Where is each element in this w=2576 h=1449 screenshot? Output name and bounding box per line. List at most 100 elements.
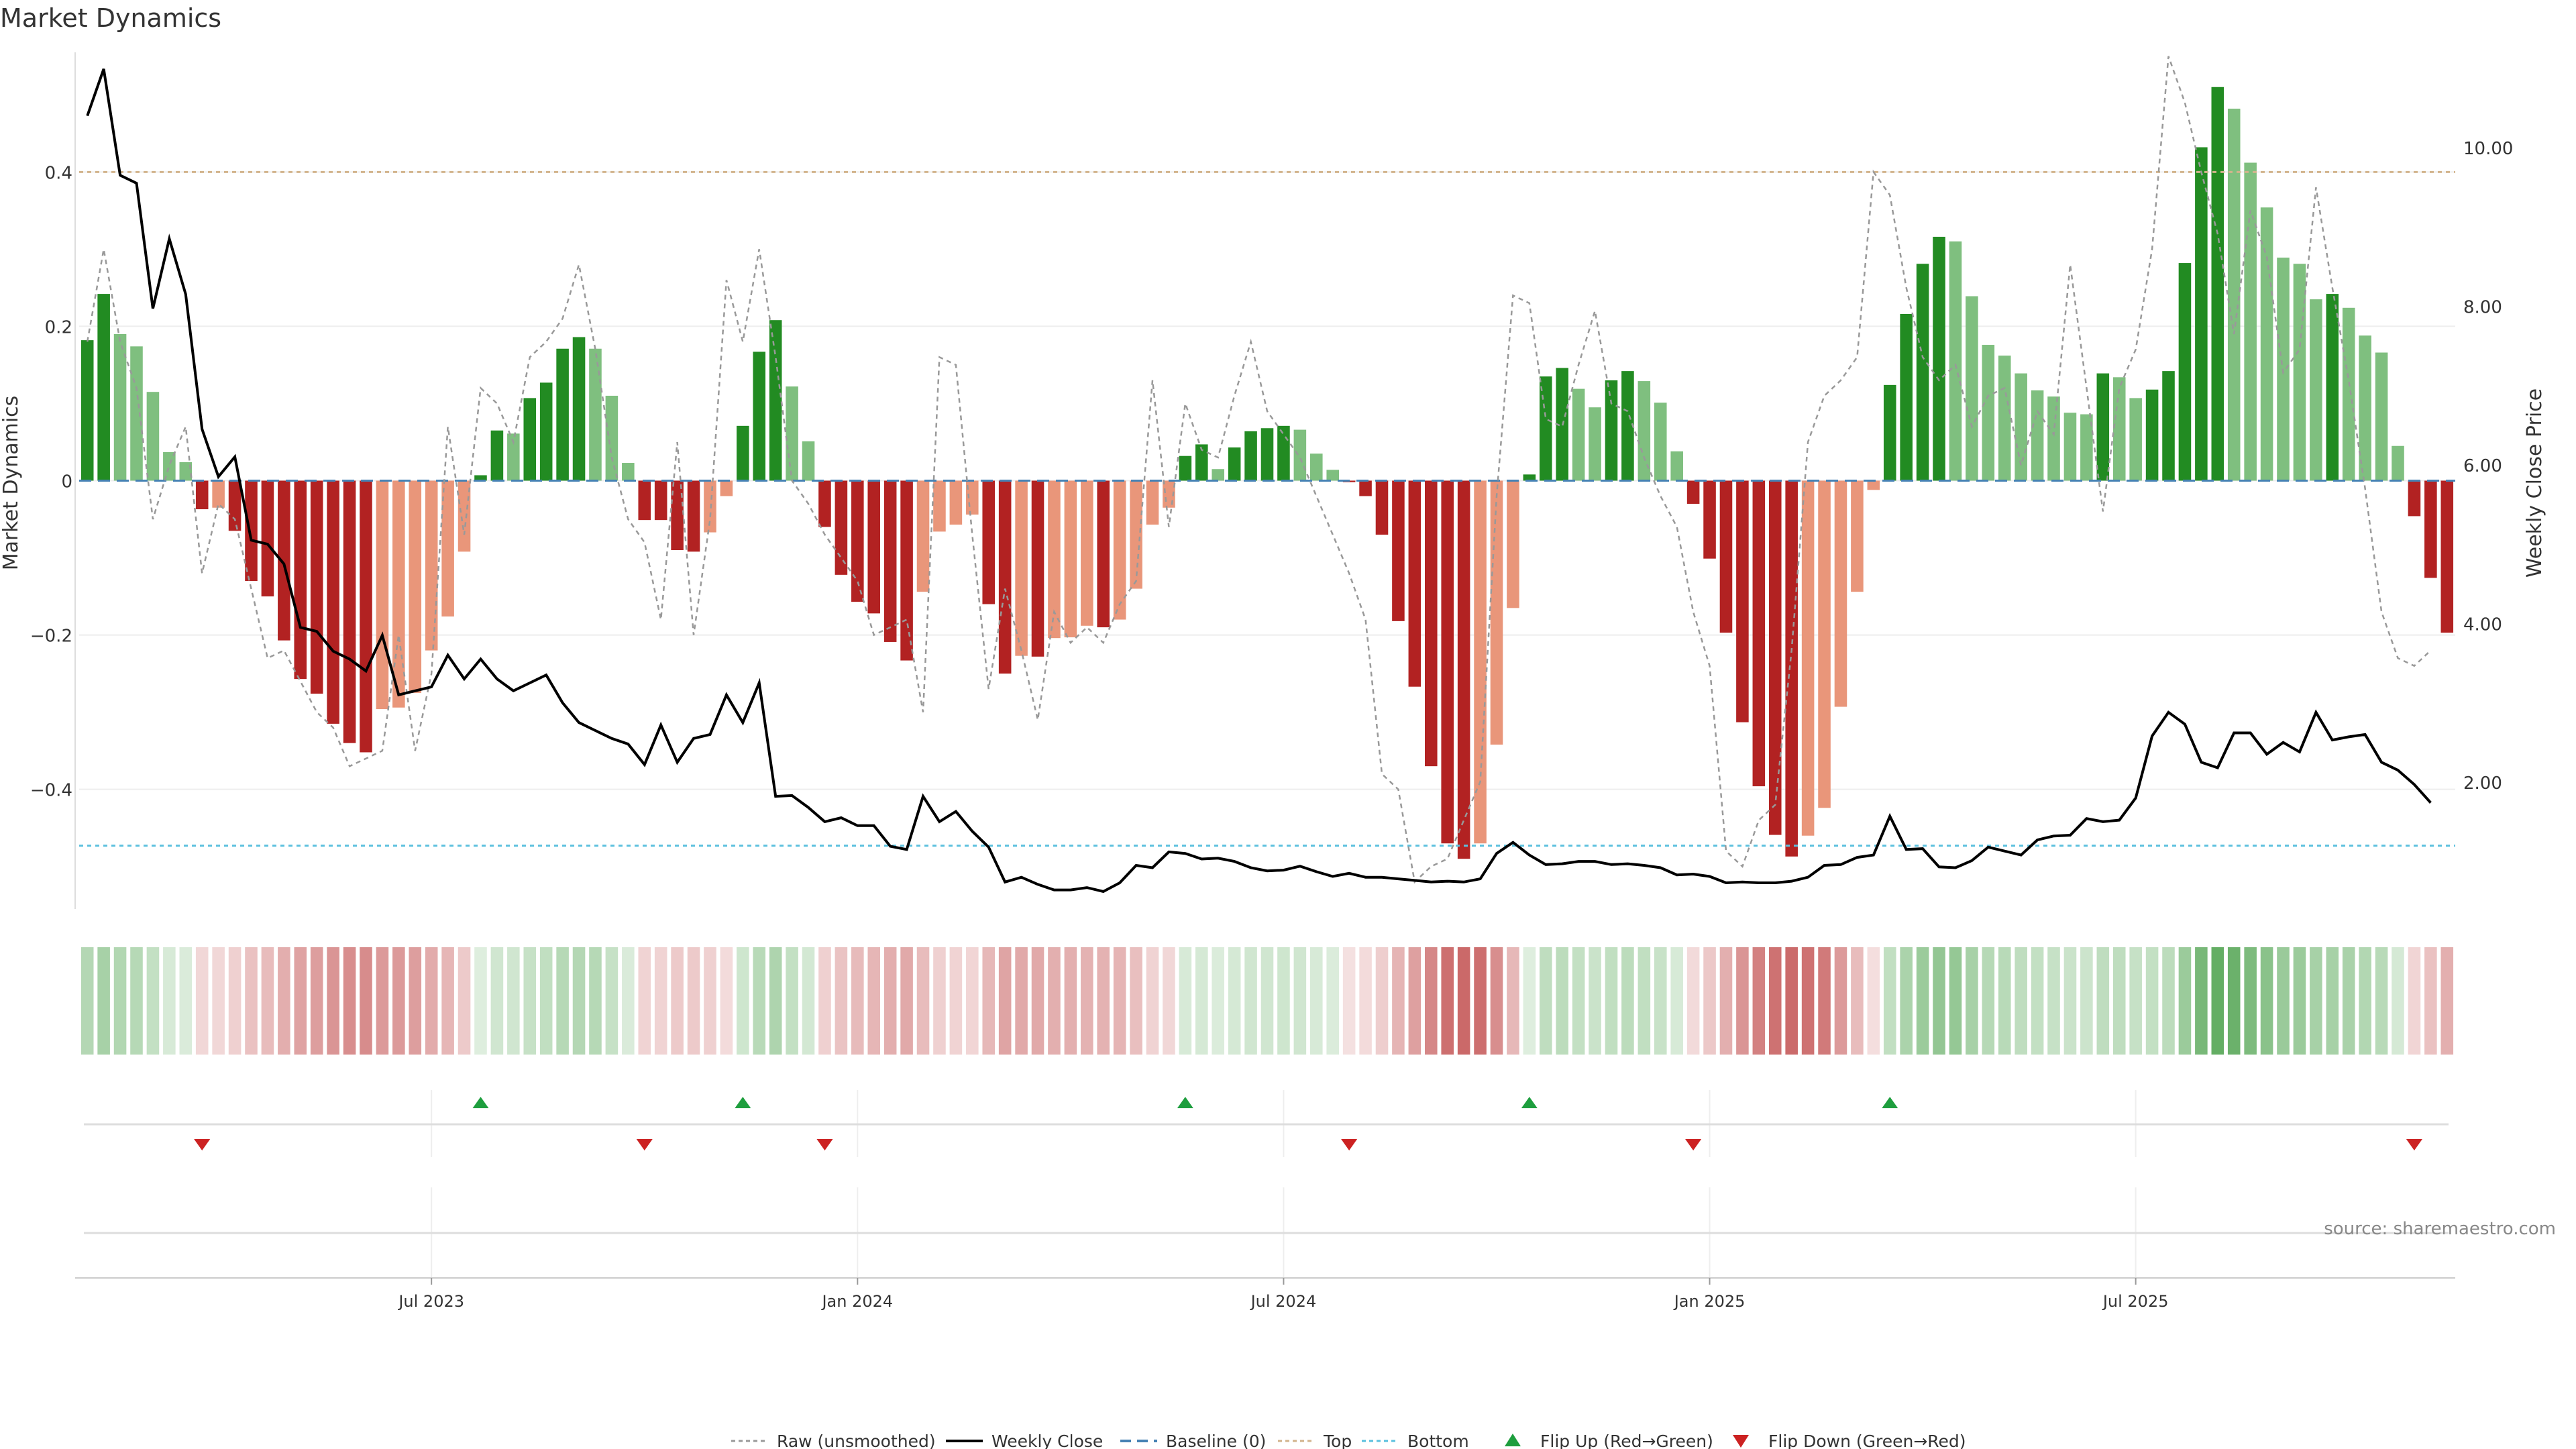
dynamics-bar (2178, 263, 2192, 481)
legend-label: Flip Down (Green→Red) (1768, 1432, 1966, 1449)
dynamics-bar (2145, 389, 2159, 481)
heat-cell (1572, 947, 1585, 1055)
heat-cell (737, 947, 749, 1055)
heat-cell (1605, 947, 1618, 1055)
heat-cell (1408, 947, 1421, 1055)
heat-cell (2211, 947, 2224, 1055)
dynamics-bar (1998, 356, 2011, 481)
dynamics-bar (97, 294, 110, 481)
right-tick-label: 8.00 (2463, 297, 2502, 317)
right-axis-label: Weekly Close Price (2523, 388, 2546, 578)
heat-cell (1801, 947, 1815, 1055)
heat-cell (2424, 947, 2437, 1055)
dynamics-bar (1212, 469, 1224, 481)
heat-cell (1048, 947, 1061, 1055)
heat-cell (1654, 947, 1667, 1055)
dynamics-bar (1703, 480, 1716, 559)
dynamics-bar (1228, 447, 1241, 481)
dynamics-bar (1424, 480, 1438, 767)
dynamics-bar (572, 337, 586, 481)
dynamics-bar (949, 480, 963, 525)
dynamics-bar (1179, 455, 1192, 481)
dynamics-bar (1589, 407, 1601, 481)
left-tick-label: 0.2 (45, 317, 72, 337)
heat-cell (1146, 947, 1159, 1055)
heat-cell (310, 947, 323, 1055)
flip-down-marker (636, 1139, 653, 1150)
dynamics-bar (605, 395, 619, 481)
dynamics-bar (638, 480, 651, 521)
heat-cell (638, 947, 651, 1055)
heat-cell (97, 947, 110, 1055)
legend-swatch-flip-up (1505, 1434, 1521, 1446)
heat-cell (245, 947, 258, 1055)
dynamics-bar (2195, 147, 2208, 481)
heat-cell (1719, 947, 1733, 1055)
heat-cell (376, 947, 389, 1055)
heat-cell (1507, 947, 1519, 1055)
right-tick-label: 4.00 (2463, 614, 2502, 635)
heat-cell (1375, 947, 1389, 1055)
legend-item-close: Weekly Close (946, 1432, 1103, 1449)
dynamics-bar (228, 480, 241, 531)
dynamics-bar (425, 480, 438, 651)
regime-heat-strip (80, 947, 2454, 1055)
heat-cell (179, 947, 193, 1055)
heat-cell (1638, 947, 1651, 1055)
legend-label: Weekly Close (991, 1432, 1103, 1449)
dynamics-bar (523, 398, 537, 481)
dynamics-bar (1768, 480, 1782, 835)
dynamics-bar (818, 480, 831, 527)
dynamics-bar (1113, 480, 1126, 620)
dynamics-bar (113, 333, 127, 481)
dynamics-bar (1605, 380, 1618, 481)
dynamics-bar (2227, 108, 2241, 481)
legend-label: Top (1323, 1432, 1352, 1449)
dynamics-bar (1260, 428, 1274, 481)
heat-cell (113, 947, 127, 1055)
heat-cell (2162, 947, 2175, 1055)
dynamics-bar (1244, 431, 1257, 481)
dynamics-bar (1523, 474, 1536, 481)
heat-cell (294, 947, 307, 1055)
heat-cell (2408, 947, 2421, 1055)
heat-cell (1818, 947, 1831, 1055)
heat-cell (2195, 947, 2208, 1055)
heat-cell (1424, 947, 1438, 1055)
heat-cell (1736, 947, 1749, 1055)
dynamics-bar (80, 340, 94, 481)
dynamics-bar (2162, 371, 2175, 481)
dynamics-bar (1097, 480, 1110, 628)
dynamics-bar (802, 441, 815, 481)
legend: Raw (unsmoothed) Weekly Close Baseline (0)… (731, 1432, 1966, 1449)
dynamics-bar (1883, 384, 1896, 481)
right-tick-label: 2.00 (2463, 773, 2502, 794)
right-tick-label: 6.00 (2463, 456, 2502, 476)
dynamics-bar (786, 386, 798, 481)
heat-cell (1015, 947, 1028, 1055)
dynamics-bars (80, 87, 2454, 859)
heat-cell (883, 947, 897, 1055)
heat-cell (851, 947, 864, 1055)
left-tick-label: −0.4 (30, 781, 72, 801)
dynamics-bar (2326, 294, 2339, 481)
heat-cell (704, 947, 716, 1055)
dynamics-bar (1310, 453, 1323, 481)
dynamics-bar (2080, 414, 2093, 481)
right-tick-label: 10.00 (2463, 139, 2513, 159)
dynamics-bar (2031, 390, 2044, 481)
dynamics-bar (310, 480, 323, 694)
dynamics-bar (1867, 480, 1880, 490)
dynamics-bar (1441, 480, 1454, 844)
heat-cell (589, 947, 602, 1055)
dynamics-bar (278, 480, 290, 641)
dynamics-bar (835, 480, 848, 575)
left-tick-label: −0.2 (30, 627, 72, 647)
dynamics-bar (1785, 480, 1798, 857)
heat-cell (1768, 947, 1782, 1055)
heat-cell (949, 947, 963, 1055)
heat-cell (1212, 947, 1224, 1055)
heat-cell (835, 947, 848, 1055)
heat-cell (2047, 947, 2060, 1055)
